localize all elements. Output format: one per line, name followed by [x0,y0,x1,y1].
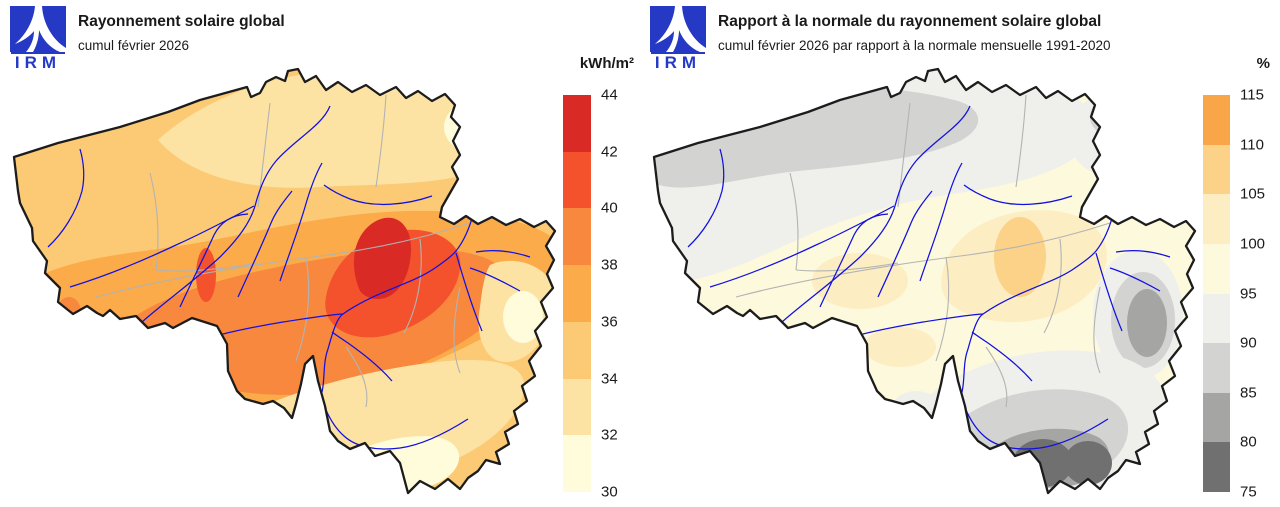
band-90-95-northeast [1068,93,1158,177]
colorbar-segment [1203,392,1230,443]
colorbar-segment [563,321,591,379]
map-belgium-solar-anomaly [652,67,1197,495]
irm-logo-icon [10,6,66,52]
colorbar-segment [1203,293,1230,344]
colorbar-segment [1203,442,1230,492]
scale-tick: 32 [601,426,618,444]
map-belgium-solar-radiation [12,67,557,495]
scale-tick: 110 [1240,136,1264,154]
scale-tick: 42 [601,143,618,161]
colorbar-segment [1203,343,1230,393]
scale-tick: 36 [601,313,618,331]
band-75-80-south-b [1064,441,1112,485]
scale-tick: 38 [601,256,618,274]
right-scale-unit: % [1256,55,1270,72]
colorbar-segment [1203,144,1230,195]
irm-logo-icon [650,6,706,52]
scale-tick: 100 [1240,235,1266,253]
scale-tick: 90 [1240,334,1257,352]
scale-tick: 34 [601,370,618,388]
left-scale-ticks: 44 42 40 38 36 34 32 30 [601,88,645,500]
colorbar-segment [563,435,591,493]
scale-tick: 95 [1240,285,1257,302]
left-scale-unit: kWh/m² [579,55,634,72]
scale-tick: 44 [601,86,618,104]
right-map-subtitle: cumul février 2026 par rapport à la norm… [718,38,1111,53]
right-color-scale [1203,95,1230,492]
scale-tick: 30 [601,483,618,501]
colorbar-segment [563,151,591,209]
colorbar-segment [1203,194,1230,244]
irm-logo-text: IRM [651,52,705,72]
scale-tick: 80 [1240,433,1257,451]
scale-tick: 105 [1240,185,1266,203]
left-map-subtitle: cumul février 2026 [78,38,190,53]
band-42-44-maximum [353,217,412,299]
irm-logo-text: IRM [11,52,65,72]
band-105-110-core [994,217,1046,297]
colorbar-segment [563,208,591,266]
scale-tick: 115 [1240,86,1264,104]
right-scale-ticks: 115 110 105 100 95 90 85 80 75 [1240,88,1280,500]
colorbar-segment [563,95,591,152]
colorbar-segment [563,378,591,436]
scale-tick: 75 [1240,483,1257,501]
irm-logo: IRM [10,6,68,72]
irm-logo: IRM [650,6,708,72]
colorbar-segment [1203,243,1230,294]
colorbar-segment [563,265,591,322]
band-30-32-east [503,291,543,343]
left-color-scale [563,95,591,493]
band-32-34-north [158,70,523,188]
band-100-105-south [864,327,936,367]
scale-tick: 40 [601,199,618,217]
left-map-title: Rayonnement solaire global [78,13,285,30]
band-85-90-northeast [1090,95,1150,139]
colorbar-segment [1203,95,1230,145]
right-map-title: Rapport à la normale du rayonnement sola… [718,13,1102,30]
band-80-85-eastedge [1127,289,1167,357]
scale-tick: 85 [1240,384,1257,402]
